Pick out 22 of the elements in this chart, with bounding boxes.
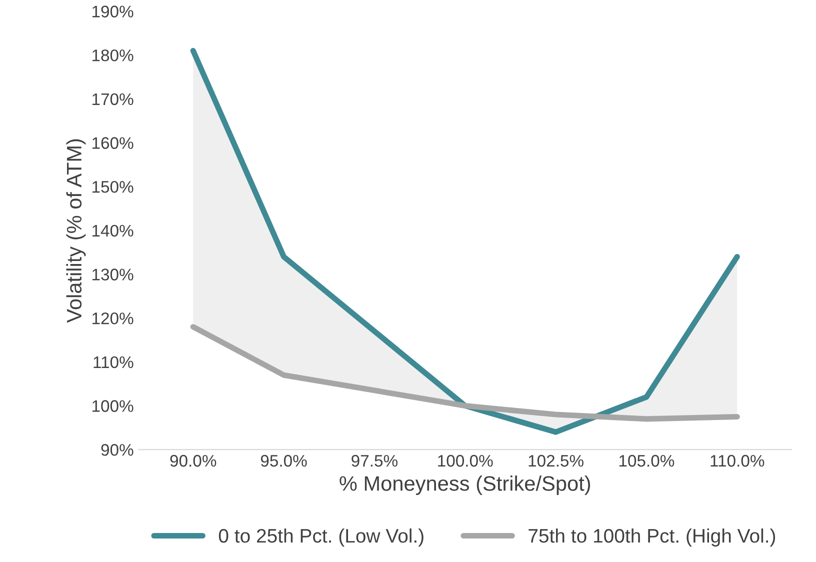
y-tick-label: 150%	[92, 180, 134, 193]
x-tick-label: 100.0%	[438, 454, 493, 467]
y-tick-label: 160%	[92, 137, 134, 149]
legend-label: 0 to 25th Pct. (Low Vol.)	[218, 528, 424, 547]
legend-label: 75th to 100th Pct. (High Vol.)	[528, 528, 776, 547]
y-tick-label: 140%	[92, 224, 134, 237]
y-tick-label: 120%	[92, 312, 134, 324]
x-axis-title: % Moneyness (Strike/Spot)	[340, 476, 590, 495]
x-tick-label: 90.0%	[170, 454, 216, 467]
x-tick-label: 110.0%	[710, 454, 764, 467]
y-tick-label: 110%	[94, 356, 134, 368]
y-tick-label: 100%	[92, 400, 134, 412]
y-tick-label: 130%	[92, 268, 134, 280]
x-tick-label: 97.5%	[352, 454, 398, 467]
x-tick-label: 105.0%	[619, 454, 674, 467]
y-axis-title: Volatility (% of ATM)	[66, 139, 86, 323]
x-tick-label: 95.0%	[260, 454, 307, 467]
x-tick-label: 102.5%	[528, 454, 584, 467]
y-tick-label: 170%	[92, 93, 134, 106]
y-tick-label: 190%	[92, 6, 134, 18]
y-tick-label: 180%	[92, 49, 134, 62]
y-tick-label: 90%	[101, 444, 134, 456]
